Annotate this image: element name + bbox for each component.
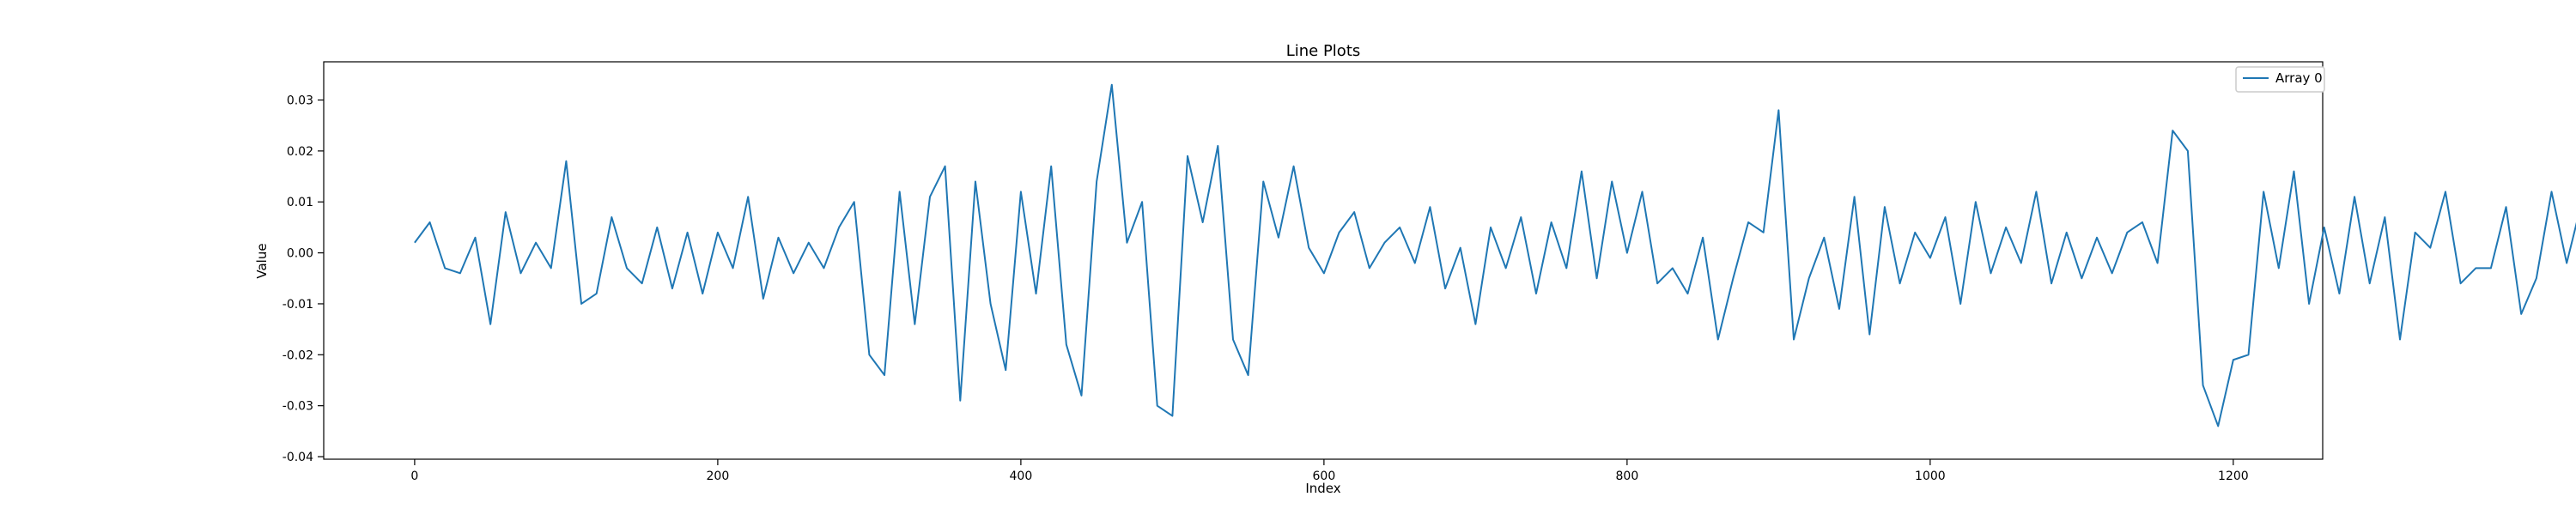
y-axis: -0.04 -0.03 -0.02 -0.01 0.00 0.01 0.02 0.03 <box>283 94 324 464</box>
x-tick-label: 1200 <box>2218 470 2249 483</box>
x-axis-label: Index <box>1305 481 1340 496</box>
chart-title: Line Plots <box>1286 42 1361 60</box>
x-axis: 0 200 400 600 800 1000 1200 <box>410 459 2249 483</box>
legend-label-array-0: Array 0 <box>2275 70 2323 86</box>
y-tick-label: 0.03 <box>287 94 313 108</box>
y-tick-label: 0.01 <box>287 196 313 209</box>
x-tick-label: 600 <box>1313 470 1336 483</box>
legend-box <box>2235 66 2325 93</box>
legend: Array 0 <box>2235 66 2325 93</box>
y-tick-label: 0.02 <box>287 145 313 159</box>
y-tick-label: 0.00 <box>287 247 313 261</box>
y-tick-label: -0.03 <box>283 400 313 414</box>
y-axis-label: Value <box>254 243 270 278</box>
x-tick-label: 200 <box>707 470 730 483</box>
series-line-array-0 <box>414 83 2576 427</box>
y-tick-label: -0.02 <box>283 348 313 362</box>
x-tick-label: 400 <box>1010 470 1033 483</box>
y-tick-label: -0.04 <box>283 451 313 464</box>
y-tick-label: -0.01 <box>283 298 313 312</box>
plot-area-frame <box>323 61 2324 460</box>
x-tick-label: 800 <box>1616 470 1639 483</box>
x-tick-label: 0 <box>410 470 418 483</box>
x-tick-label: 1000 <box>1915 470 1946 483</box>
